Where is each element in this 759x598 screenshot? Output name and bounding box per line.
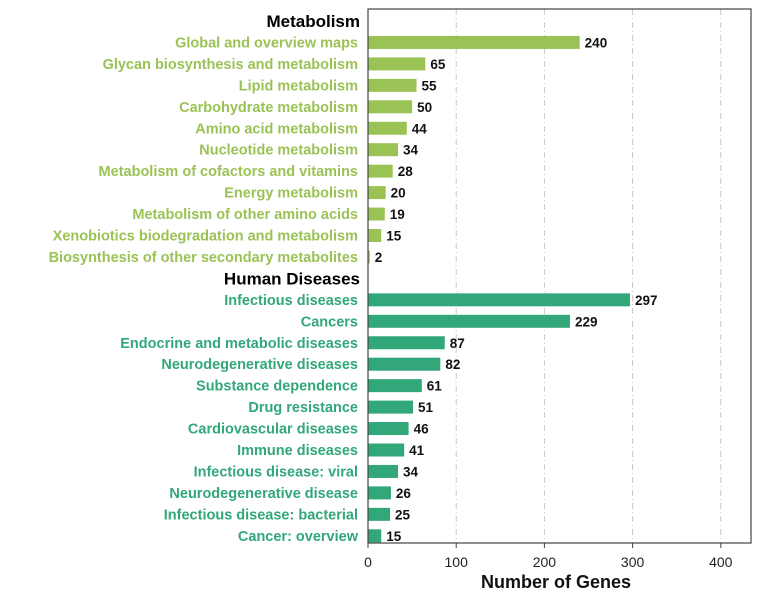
category-labels: Metabolism Global and overview maps Glycan… xyxy=(49,12,360,545)
category-label: Xenobiotics biodegradation and metabolis… xyxy=(53,229,358,245)
value-label: 50 xyxy=(417,100,432,115)
value-label: 65 xyxy=(430,57,446,72)
category-label: Lipid metabolism xyxy=(239,78,358,94)
category-label: Infectious disease: bacterial xyxy=(164,507,358,523)
value-label: 61 xyxy=(427,379,443,394)
bar xyxy=(368,229,382,242)
category-label: Carbohydrate metabolism xyxy=(179,100,358,116)
bar xyxy=(368,379,422,393)
bar xyxy=(368,464,398,478)
value-label: 34 xyxy=(403,143,419,158)
category-label: Drug resistance xyxy=(248,400,358,416)
value-label: 82 xyxy=(445,357,460,372)
bar xyxy=(368,250,370,264)
value-label: 25 xyxy=(395,507,411,522)
x-tick-label: 100 xyxy=(445,554,469,570)
category-label: Amino acid metabolism xyxy=(195,121,358,137)
category-label: Cancer: overview xyxy=(238,529,359,545)
x-axis-label: Number of Genes xyxy=(481,572,631,592)
value-label: 46 xyxy=(414,422,430,437)
x-tick-label: 0 xyxy=(364,554,372,570)
value-label: 15 xyxy=(386,229,402,244)
bar xyxy=(368,293,630,307)
category-label: Energy metabolism xyxy=(224,186,358,202)
bar xyxy=(368,143,398,157)
bar xyxy=(368,443,405,457)
value-label: 297 xyxy=(635,293,658,308)
plot-area xyxy=(368,9,751,543)
bar xyxy=(368,78,417,92)
x-tick-label: 200 xyxy=(533,554,557,570)
x-tick-label: 300 xyxy=(621,554,645,570)
category-label: Immune diseases xyxy=(237,443,358,459)
value-label: 19 xyxy=(390,207,405,222)
value-label: 15 xyxy=(386,529,402,544)
bar xyxy=(368,507,391,521)
category-label: Infectious diseases xyxy=(224,293,358,309)
group-header: Human Diseases xyxy=(224,269,360,288)
category-label: Neurodegenerative disease xyxy=(169,486,358,502)
category-label: Cardiovascular diseases xyxy=(188,422,358,438)
bar xyxy=(368,121,407,135)
x-tick-label: 400 xyxy=(709,554,733,570)
category-label: Neurodegenerative diseases xyxy=(161,357,358,373)
category-label: Nucleotide metabolism xyxy=(199,143,358,159)
bar xyxy=(368,164,393,178)
bar xyxy=(368,336,445,350)
category-label: Cancers xyxy=(301,314,358,330)
category-label: Glycan biosynthesis and metabolism xyxy=(103,57,358,73)
value-label: 229 xyxy=(575,314,598,329)
value-label: 240 xyxy=(585,35,608,50)
bar xyxy=(368,100,413,114)
value-label: 51 xyxy=(418,400,434,415)
value-label: 55 xyxy=(422,78,438,93)
bar xyxy=(368,400,413,414)
bar xyxy=(368,186,386,200)
category-label: Global and overview maps xyxy=(175,35,358,51)
bar xyxy=(368,529,382,543)
value-label: 87 xyxy=(450,336,465,351)
bar xyxy=(368,57,426,71)
value-label: 28 xyxy=(398,164,414,179)
value-label: 44 xyxy=(412,121,428,136)
value-label: 2 xyxy=(375,250,383,265)
bar xyxy=(368,314,570,328)
value-label: 41 xyxy=(409,443,425,458)
category-label: Infectious disease: viral xyxy=(194,464,358,480)
value-label: 20 xyxy=(391,186,406,201)
bars: 2406555504434282019152297229878261514641… xyxy=(368,35,658,544)
bar xyxy=(368,357,441,371)
bar xyxy=(368,486,391,500)
x-axis: 0 100 200 300 400 xyxy=(364,543,733,570)
group-header: Metabolism xyxy=(266,12,360,31)
category-label: Metabolism of cofactors and vitamins xyxy=(99,164,358,180)
bar xyxy=(368,207,385,221)
bar xyxy=(368,422,409,436)
category-label: Biosynthesis of other secondary metaboli… xyxy=(49,250,358,266)
plot-frame xyxy=(367,8,752,544)
grid xyxy=(455,9,722,543)
category-label: Metabolism of other amino acids xyxy=(132,207,358,223)
category-label: Substance dependence xyxy=(196,379,358,395)
category-label: Endocrine and metabolic diseases xyxy=(120,336,358,352)
value-label: 26 xyxy=(396,486,412,501)
value-label: 34 xyxy=(403,464,419,479)
bar xyxy=(368,35,580,49)
